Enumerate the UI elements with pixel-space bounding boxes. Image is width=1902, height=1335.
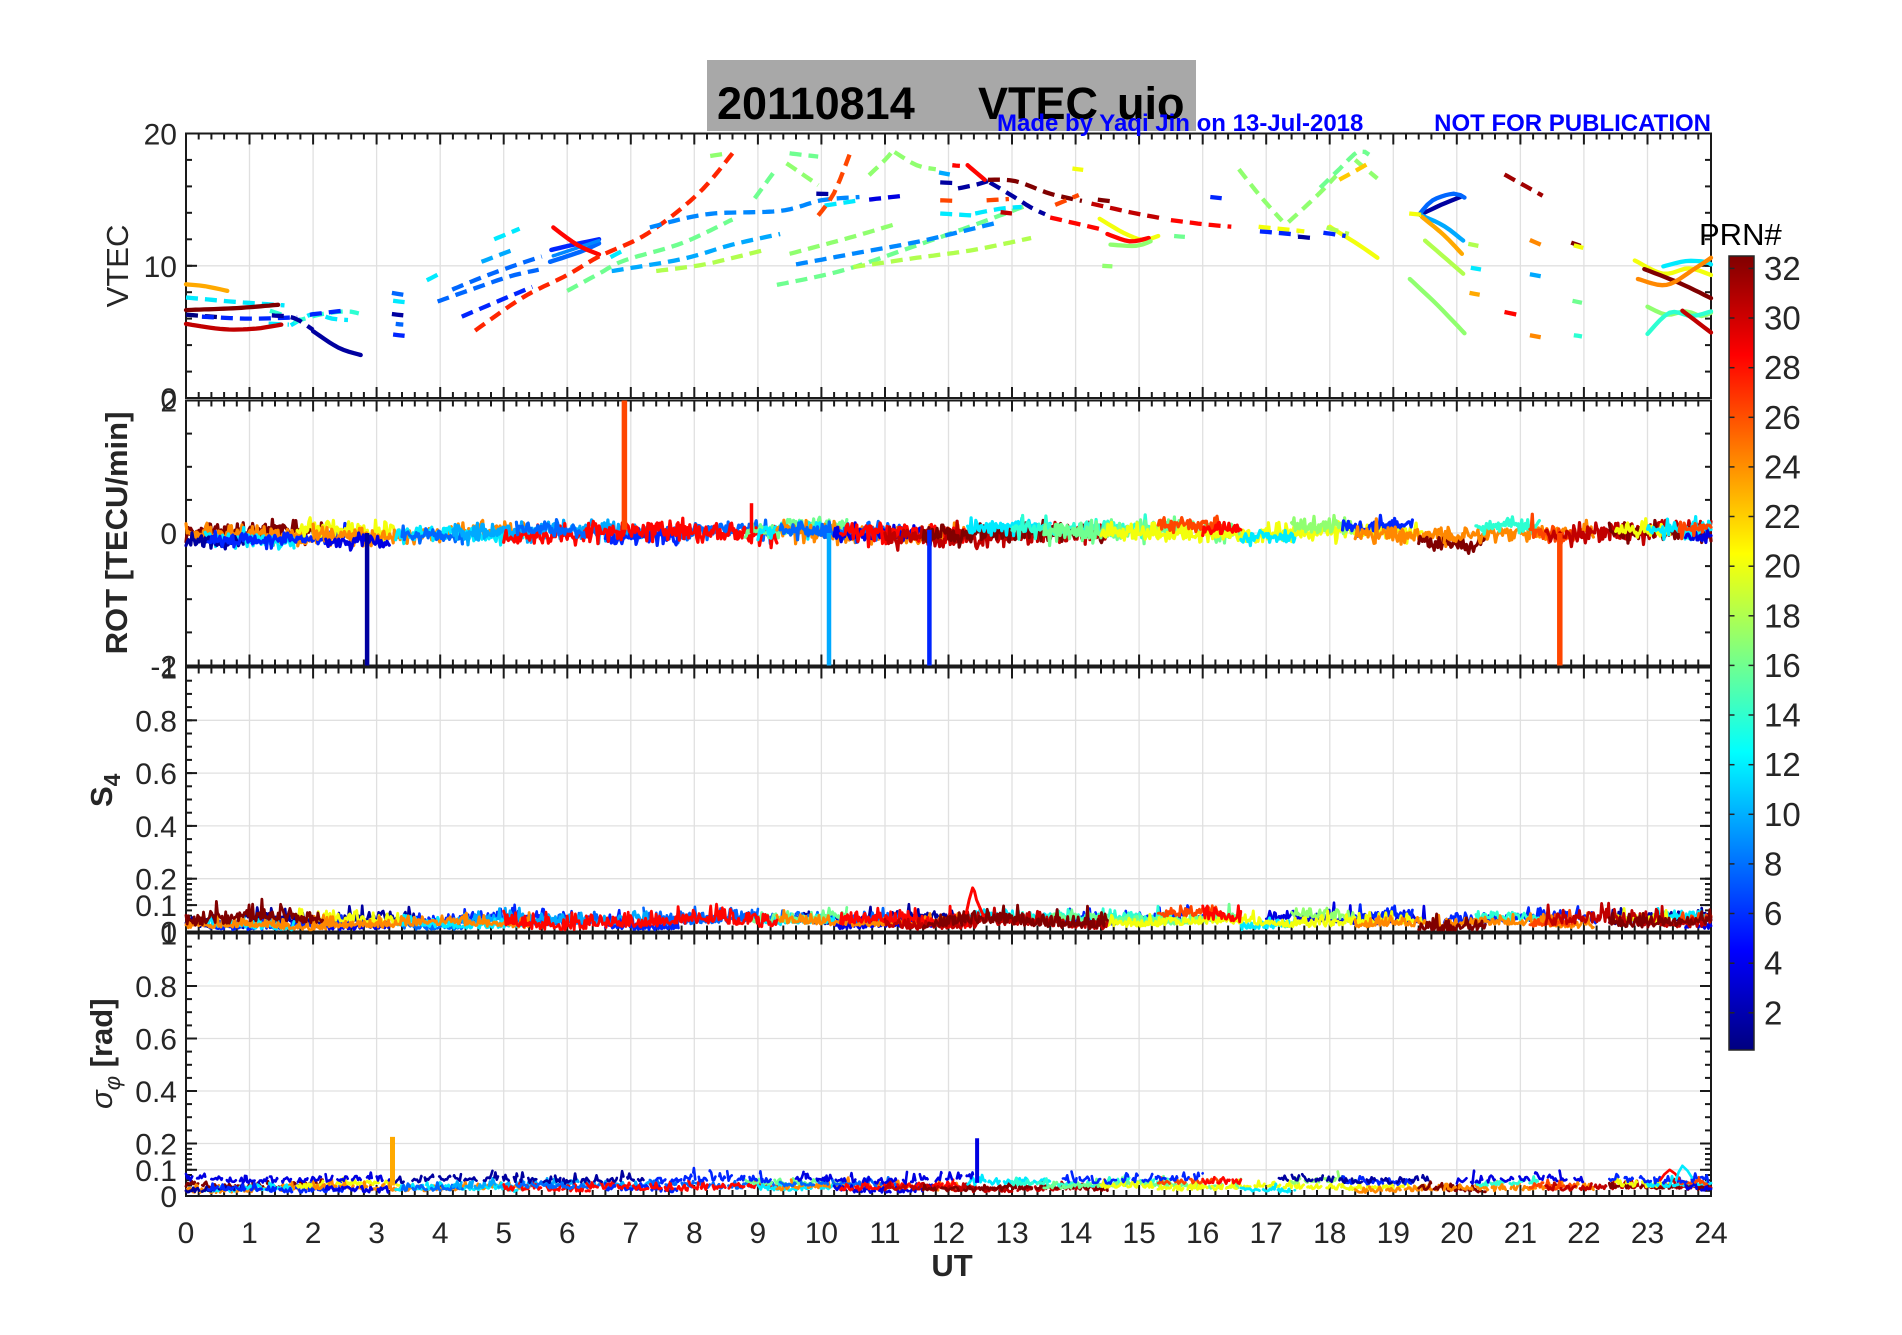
svg-text:20110814: 20110814 — [717, 78, 915, 129]
svg-text:0.1: 0.1 — [135, 1155, 177, 1188]
svg-text:6: 6 — [559, 1217, 576, 1250]
svg-text:20: 20 — [1440, 1217, 1473, 1250]
svg-text:uio: uio — [1117, 78, 1184, 129]
svg-text:0: 0 — [160, 917, 177, 950]
svg-text:16: 16 — [1186, 1217, 1219, 1250]
svg-text:19: 19 — [1377, 1217, 1410, 1250]
svg-text:11: 11 — [869, 1217, 900, 1250]
svg-text:0.4: 0.4 — [135, 1076, 177, 1109]
svg-text:3: 3 — [368, 1217, 385, 1250]
svg-text:0: 0 — [160, 1181, 177, 1214]
svg-text:14: 14 — [1764, 697, 1801, 734]
svg-text:Made by Yaqi Jin on 13-Jul-201: Made by Yaqi Jin on 13-Jul-2018 — [997, 110, 1363, 137]
svg-text:23: 23 — [1631, 1217, 1664, 1250]
svg-text:14: 14 — [1059, 1217, 1092, 1250]
svg-text:5: 5 — [495, 1217, 512, 1250]
svg-text:26: 26 — [1764, 399, 1801, 436]
svg-text:σφ [rad]: σφ [rad] — [84, 998, 125, 1109]
svg-text:10: 10 — [1764, 796, 1801, 833]
svg-text:24: 24 — [1764, 448, 1801, 485]
svg-text:13: 13 — [995, 1217, 1028, 1250]
svg-text:PRN#: PRN# — [1699, 217, 1782, 252]
svg-text:10: 10 — [805, 1217, 838, 1250]
svg-text:21: 21 — [1504, 1217, 1537, 1250]
svg-text:0: 0 — [178, 1217, 195, 1250]
svg-text:1: 1 — [241, 1217, 258, 1250]
svg-text:0.8: 0.8 — [135, 971, 177, 1004]
svg-text:0.2: 0.2 — [135, 864, 177, 897]
svg-text:4: 4 — [432, 1217, 449, 1250]
svg-text:28: 28 — [1764, 349, 1801, 386]
svg-text:10: 10 — [144, 251, 177, 284]
svg-text:1: 1 — [160, 653, 177, 686]
svg-text:1: 1 — [160, 919, 177, 952]
svg-text:16: 16 — [1764, 647, 1801, 684]
svg-text:7: 7 — [622, 1217, 639, 1250]
svg-text:ROT [TECU/min]: ROT [TECU/min] — [99, 412, 134, 655]
svg-text:NOT FOR PUBLICATION: NOT FOR PUBLICATION — [1434, 110, 1711, 137]
svg-text:6: 6 — [1764, 895, 1782, 932]
svg-text:12: 12 — [1764, 746, 1801, 783]
svg-text:4: 4 — [1764, 945, 1782, 982]
svg-text:2: 2 — [1764, 994, 1782, 1031]
svg-text:VTEC: VTEC — [978, 78, 1098, 129]
svg-text:22: 22 — [1764, 498, 1801, 535]
svg-text:-2: -2 — [150, 651, 177, 684]
svg-text:0: 0 — [160, 383, 177, 416]
svg-text:12: 12 — [932, 1217, 965, 1250]
svg-text:0.2: 0.2 — [135, 1129, 177, 1162]
svg-text:2: 2 — [305, 1217, 322, 1250]
svg-text:VTEC: VTEC — [100, 225, 135, 308]
svg-text:0: 0 — [160, 518, 177, 551]
svg-text:0.8: 0.8 — [135, 705, 177, 738]
svg-text:18: 18 — [1764, 597, 1801, 634]
svg-text:0.6: 0.6 — [135, 1024, 177, 1057]
svg-text:2: 2 — [160, 386, 177, 419]
svg-text:0.1: 0.1 — [135, 890, 177, 923]
svg-text:8: 8 — [1764, 845, 1782, 882]
svg-text:0.6: 0.6 — [135, 758, 177, 791]
svg-text:30: 30 — [1764, 300, 1801, 337]
svg-text:8: 8 — [686, 1217, 703, 1250]
svg-text:20: 20 — [1764, 548, 1801, 585]
svg-text:17: 17 — [1250, 1217, 1283, 1250]
svg-text:UT: UT — [931, 1248, 972, 1283]
svg-text:22: 22 — [1567, 1217, 1600, 1250]
svg-text:18: 18 — [1313, 1217, 1346, 1250]
svg-text:15: 15 — [1122, 1217, 1155, 1250]
svg-text:24: 24 — [1694, 1217, 1727, 1250]
svg-text:20: 20 — [144, 119, 177, 152]
svg-text:9: 9 — [750, 1217, 767, 1250]
svg-text:0.4: 0.4 — [135, 811, 177, 844]
svg-text:32: 32 — [1764, 250, 1801, 287]
